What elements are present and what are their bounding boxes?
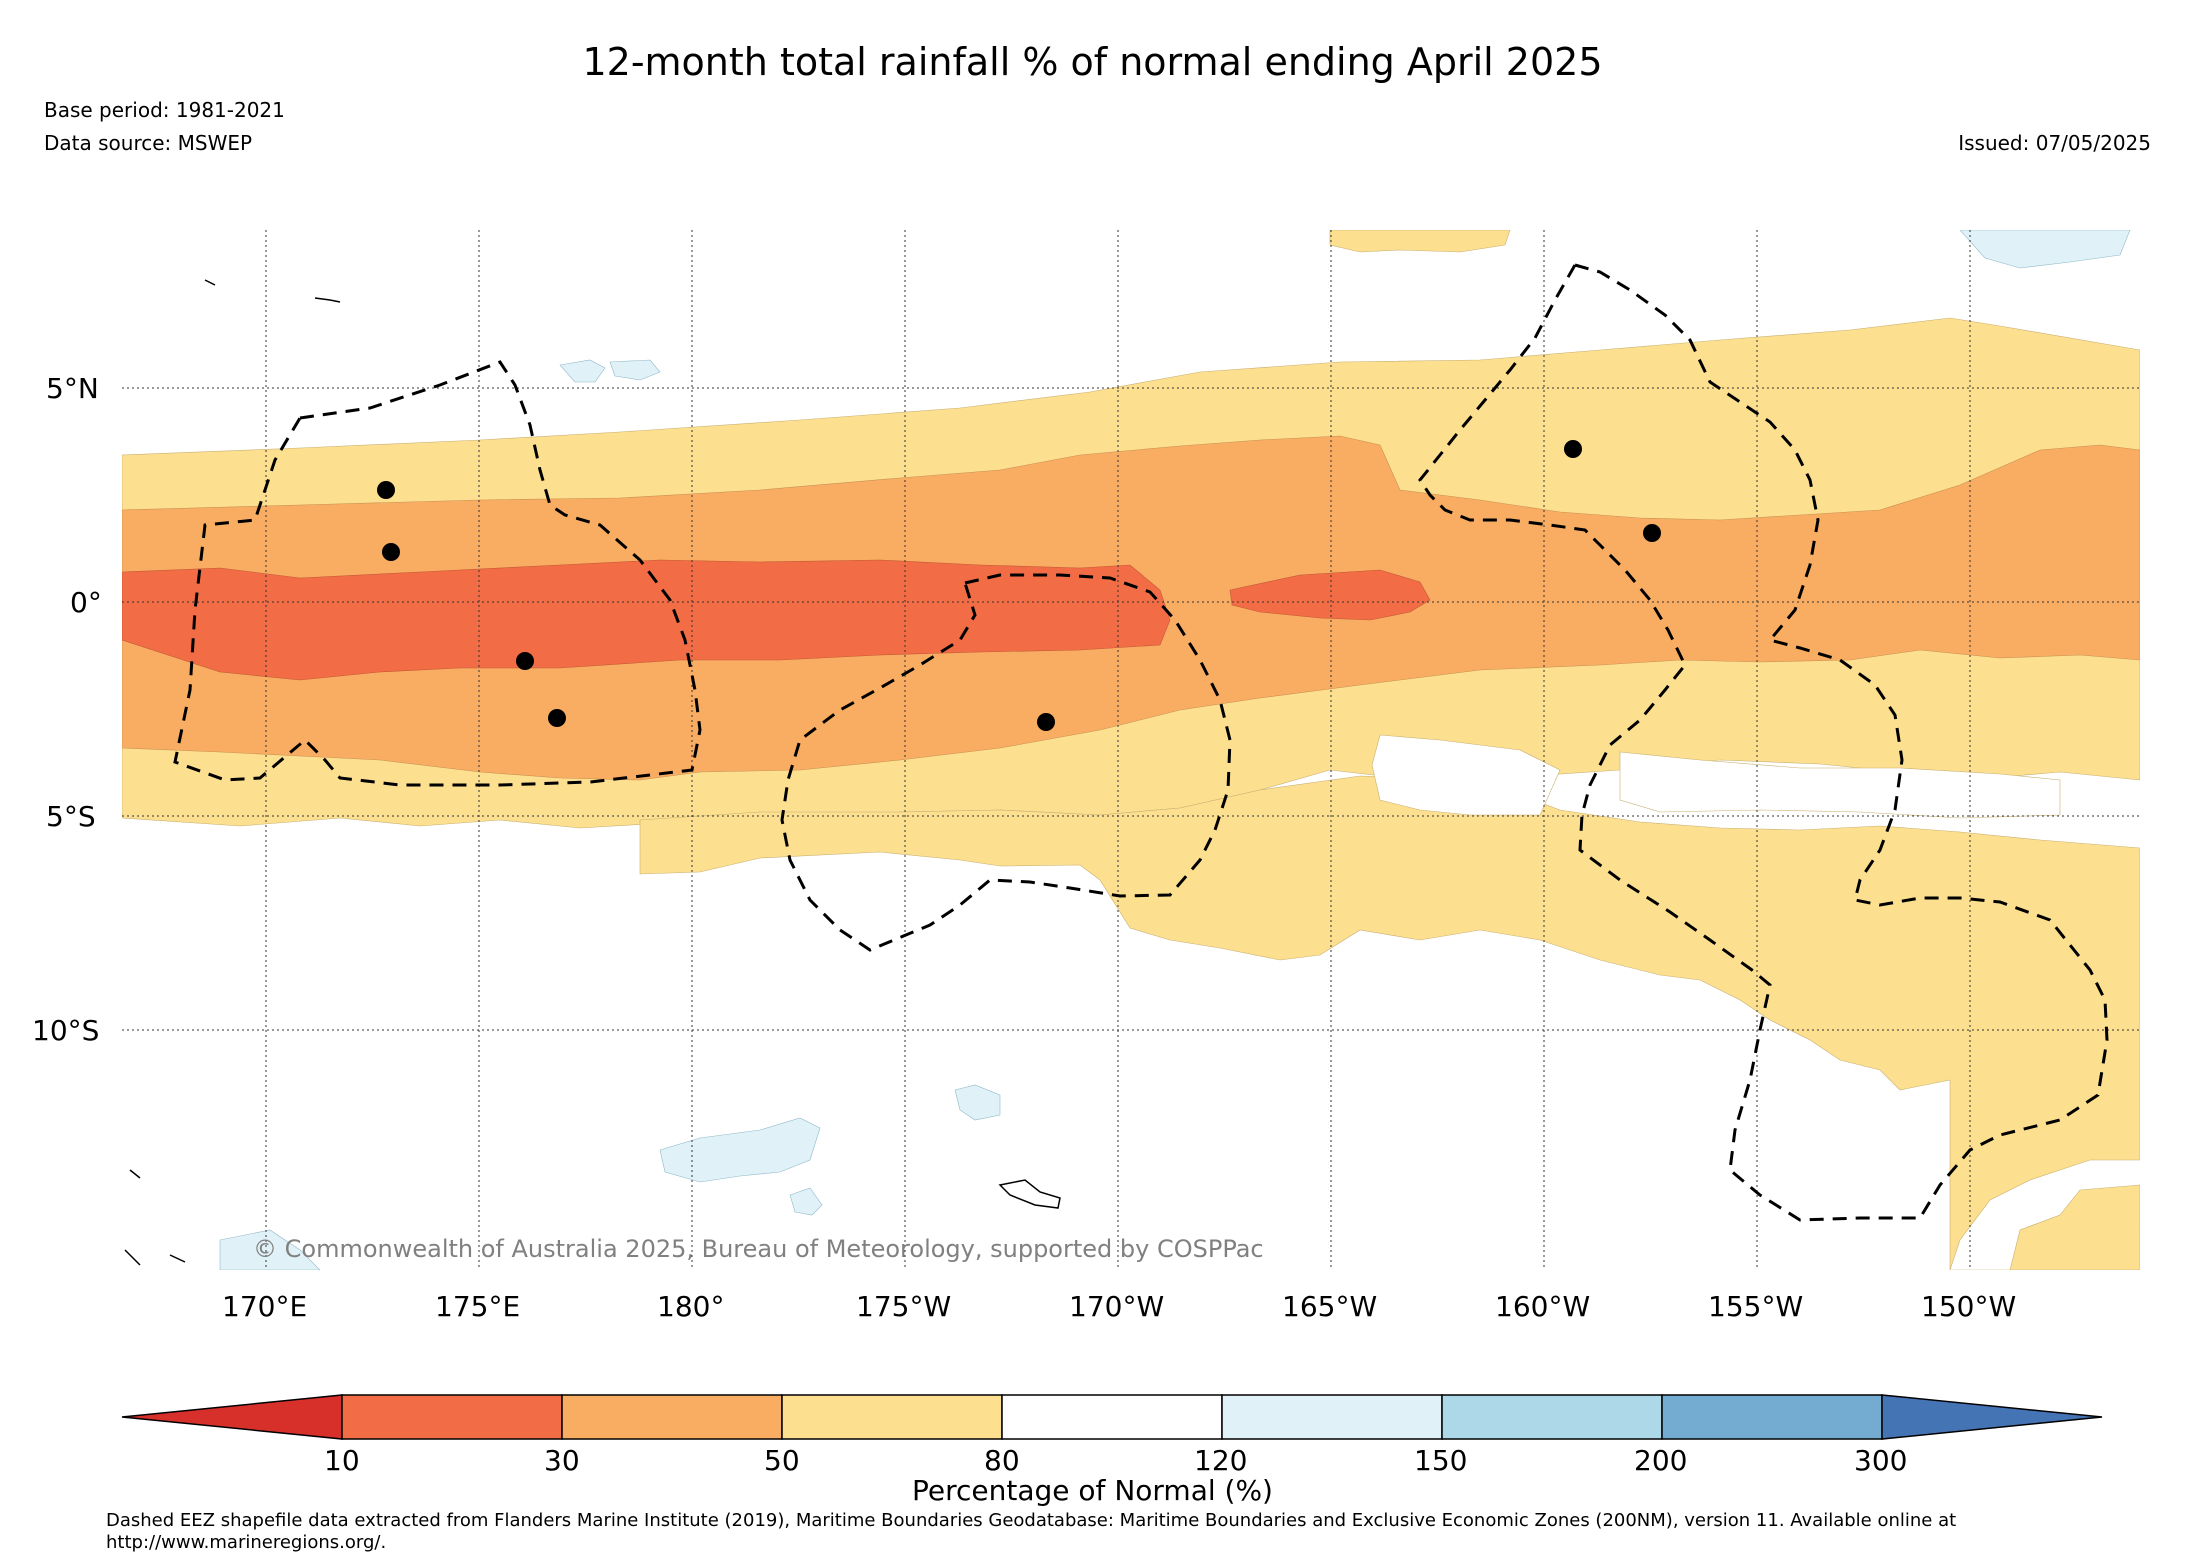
lat-label: 5°N — [46, 372, 99, 405]
issued-date: Issued: 07/05/2025 — [1958, 131, 2151, 155]
colorbar-segment — [1001, 1394, 1223, 1440]
band-10-30-east — [1229, 569, 1431, 621]
band-120-150-patch — [789, 1187, 823, 1216]
station-dot — [1037, 713, 1055, 731]
band-50-80-south — [639, 775, 2140, 1270]
band-120-150-patch — [1959, 230, 2131, 269]
base-period: Base period: 1981-2021 — [44, 98, 285, 122]
lon-label: 150°W — [1921, 1290, 2017, 1323]
band-80-120-gap-east — [1619, 751, 2061, 819]
station-dot — [548, 709, 566, 727]
lat-label: 0° — [70, 586, 102, 619]
colorbar-segment — [341, 1394, 563, 1440]
lat-label: 5°S — [46, 800, 96, 833]
eez-boundary — [1418, 263, 2109, 1222]
lon-label: 165°W — [1282, 1290, 1378, 1323]
eez-boundary — [780, 573, 1232, 952]
colorbar — [121, 1394, 2103, 1440]
graticule — [122, 230, 2140, 1270]
lon-label: 180° — [657, 1290, 725, 1323]
band-10-30 — [122, 559, 1171, 681]
colorbar-tick: 80 — [984, 1444, 1020, 1477]
lon-label: 160°W — [1495, 1290, 1591, 1323]
colorbar-tick: 150 — [1414, 1444, 1468, 1477]
colorbar-tick: 200 — [1634, 1444, 1688, 1477]
lon-label: 155°W — [1708, 1290, 1804, 1323]
map-title: 12-month total rainfall % of normal endi… — [582, 40, 1603, 84]
colorbar-tick: 30 — [544, 1444, 580, 1477]
lon-label: 175°W — [856, 1290, 952, 1323]
band-120-150-patch — [609, 359, 661, 381]
colorbar-segment — [1441, 1394, 1663, 1440]
colorbar-segment — [121, 1394, 343, 1440]
island-outline — [124, 279, 341, 1266]
colorbar-segment — [561, 1394, 783, 1440]
lon-label: 175°E — [435, 1290, 521, 1323]
band-50-80-north-strip — [1329, 230, 1511, 253]
band-120-150-patch — [954, 1084, 1001, 1121]
colorbar-title: Percentage of Normal (%) — [912, 1474, 1273, 1507]
lat-label: 10°S — [32, 1014, 100, 1047]
lon-label: 170°E — [222, 1290, 308, 1323]
band-120-150-patch — [659, 1117, 821, 1183]
island-outline — [998, 1179, 1061, 1209]
colorbar-tick: 50 — [764, 1444, 800, 1477]
eez-boundaries — [173, 263, 2109, 1222]
station-dot — [377, 481, 395, 499]
colorbar-segment — [1881, 1394, 2103, 1440]
colorbar-segment — [781, 1394, 1003, 1440]
eez-boundary — [173, 360, 702, 787]
band-80-120-gap — [1371, 734, 1561, 816]
station-dot — [1643, 524, 1661, 542]
station-dot — [1564, 440, 1582, 458]
band-120-150-patch — [559, 359, 606, 383]
colorbar-tick: 300 — [1854, 1444, 1908, 1477]
colorbar-tick: 120 — [1194, 1444, 1248, 1477]
footer-note: Dashed EEZ shapefile data extracted from… — [106, 1510, 1957, 1553]
station-dot — [382, 543, 400, 561]
station-markers — [377, 440, 1661, 731]
station-dot — [516, 652, 534, 670]
data-source: Data source: MSWEP — [44, 131, 253, 155]
copyright-text: © Commonwealth of Australia 2025, Bureau… — [253, 1235, 1264, 1263]
colorbar-segment — [1661, 1394, 1883, 1440]
coastlines — [124, 279, 1061, 1266]
lon-label: 170°W — [1069, 1290, 1165, 1323]
colorbar-segment — [1221, 1394, 1443, 1440]
band-120-150-patch — [219, 1229, 321, 1270]
rainfall-field — [122, 230, 2140, 1270]
colorbar-tick: 10 — [324, 1444, 360, 1477]
